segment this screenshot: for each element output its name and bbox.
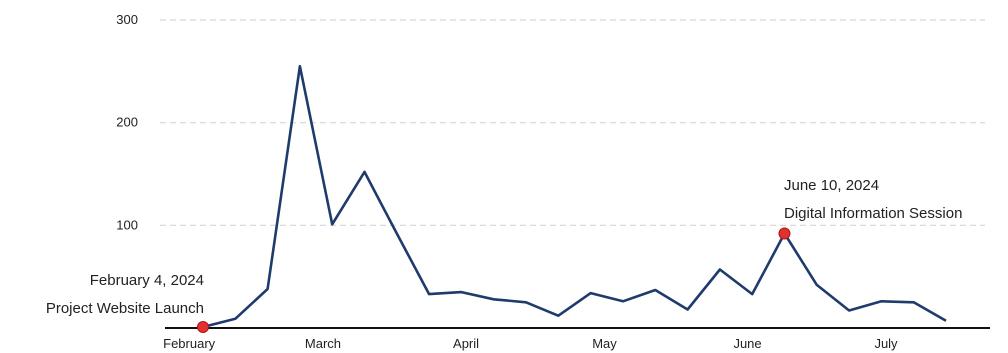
x-tick-label: May <box>592 336 617 351</box>
annotation-label: Project Website Launch <box>46 300 204 317</box>
annotation-marker <box>778 227 791 240</box>
x-tick-label: July <box>874 336 898 351</box>
series-line <box>202 64 947 329</box>
annotation-label: Digital Information Session <box>784 205 962 222</box>
annotation-label: June 10, 2024 <box>784 177 879 194</box>
x-tick-label: March <box>305 336 341 351</box>
x-tick-label: June <box>733 336 761 351</box>
y-tick-label: 100 <box>116 217 138 232</box>
annotation-marker <box>197 320 209 333</box>
x-tick-label: April <box>453 336 479 351</box>
annotation-label: February 4, 2024 <box>90 272 204 289</box>
x-tick-label: February <box>163 336 216 351</box>
y-tick-label: 200 <box>116 115 138 130</box>
y-tick-label: 300 <box>116 12 138 27</box>
